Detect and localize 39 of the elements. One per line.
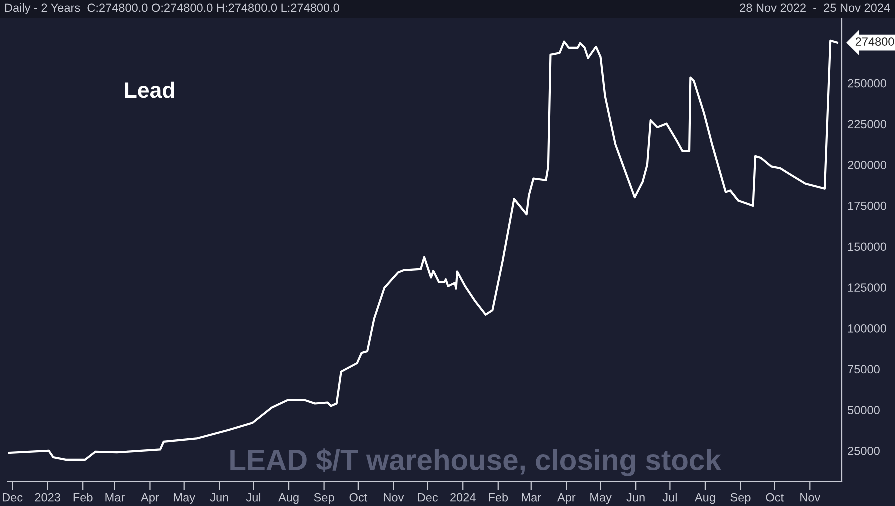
y-tick-label: 75000 bbox=[848, 365, 880, 374]
x-tick-label: Mar bbox=[106, 494, 125, 502]
x-tick-label: 2024 bbox=[450, 493, 476, 502]
text: 28 Nov 2022 - 25 Nov 2024 bbox=[740, 4, 890, 12]
y-tick-label: 50000 bbox=[848, 406, 880, 415]
y-tick-label: 200000 bbox=[848, 161, 886, 170]
x-tick-label: Aug bbox=[694, 494, 716, 504]
x-tick-label: Dec bbox=[418, 494, 438, 502]
x-tick-label: Mar bbox=[522, 494, 542, 502]
x-tick-label: Dec bbox=[3, 494, 23, 502]
x-tick-label: Apr bbox=[141, 494, 160, 504]
x-tick-label: Feb bbox=[489, 493, 508, 502]
x-tick-label: Jun bbox=[210, 494, 228, 502]
x-tick-label: Jul bbox=[662, 493, 677, 502]
x-tick-label: May bbox=[590, 494, 612, 504]
y-tick-label: 225000 bbox=[848, 120, 886, 129]
y-tick-label: 175000 bbox=[848, 202, 886, 210]
y-tick-label: 250000 bbox=[848, 79, 886, 88]
x-tick-label: Sep bbox=[730, 493, 751, 504]
text: Daily - 2 Years C:274800.0 O:274800.0 H:274800.0 L:274800.0 bbox=[5, 4, 340, 15]
text: LEAD $/T warehouse, closing stock bbox=[230, 448, 722, 476]
x-tick-label: Feb bbox=[74, 493, 93, 502]
x-tick-label: Apr bbox=[557, 494, 576, 504]
x-tick-label: 2023 bbox=[35, 493, 60, 502]
x-tick-label: Nov bbox=[800, 494, 821, 502]
x-tick-label: Oct bbox=[350, 493, 368, 502]
y-tick-label: 100000 bbox=[848, 324, 886, 333]
annotation: 274800 bbox=[856, 38, 894, 46]
y-tick-label: 25000 bbox=[848, 446, 880, 456]
x-tick-label: Jul bbox=[246, 493, 261, 502]
x-tick-label: Aug bbox=[278, 494, 299, 504]
x-tick-label: Sep bbox=[314, 493, 334, 504]
y-tick-label: 150000 bbox=[848, 242, 886, 252]
x-tick-label: May bbox=[174, 494, 196, 504]
y-tick-label: 125000 bbox=[848, 284, 886, 292]
x-tick-label: Oct bbox=[766, 493, 784, 502]
text: Lead bbox=[125, 82, 174, 98]
x-tick-label: Jun bbox=[626, 494, 645, 502]
x-tick-label: Nov bbox=[384, 494, 404, 502]
